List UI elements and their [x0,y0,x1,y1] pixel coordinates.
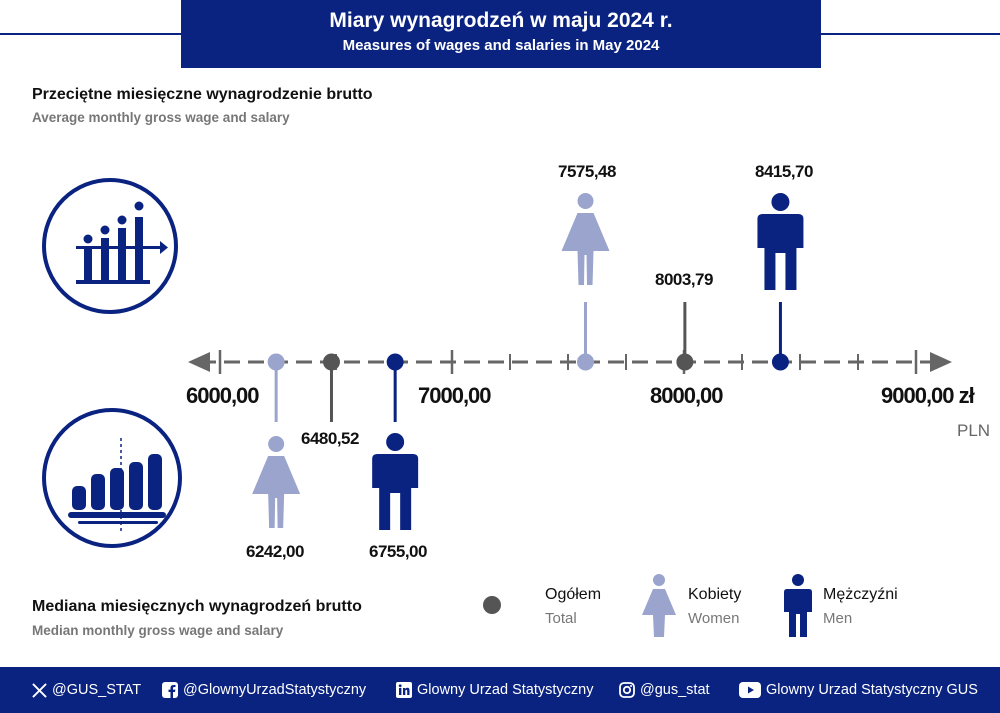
tick-label-8000: 8000,00 [650,383,724,408]
legend-women-label: Kobiety [688,586,742,603]
avg-men-dot [771,353,789,371]
tick-label-7000: 7000,00 [418,383,492,408]
footer-link-instagram[interactable]: @gus_stat [619,667,710,713]
axis-arrow-left [188,352,210,372]
footer-facebook-label: @GlownyUrzadStatystyczny [183,682,367,698]
median-total-dot [322,353,340,371]
median-women-figure [252,436,301,528]
average-chart-icon [42,178,178,314]
average-section-subtitle: Average monthly gross wage and salary [32,110,290,125]
axis-arrow-right [930,352,952,372]
median-men-dot [386,353,404,371]
median-total-value: 6480,52 [301,429,359,448]
legend-total-sub: Total [545,610,577,627]
avg-men-figure [757,193,804,290]
unit-label: PLN [957,421,991,440]
legend-total-label: Ogółem [545,586,602,603]
instagram-icon [619,682,635,699]
footer-link-youtube[interactable]: Glowny Urzad Statystyczny GUS [739,667,978,713]
median-section-subtitle: Median monthly gross wage and salary [32,623,284,638]
avg-women-value: 7575,48 [558,162,616,181]
median-men-figure [372,433,419,530]
footer-linkedin-label: Glowny Urzad Statystyczny [417,682,594,698]
median-section-title: Mediana miesięcznych wynagrodzeń brutto [32,598,362,615]
x-icon [32,682,47,698]
median-chart-icon [42,408,182,548]
footer-bar: @GUS_STAT @GlownyUrzadStatystyczny Glown… [0,667,1000,713]
avg-women-figure [561,193,610,285]
tick-label-9000: 9000,00 zł [881,383,975,408]
legend-women-sub: Women [688,610,740,627]
footer-instagram-label: @gus_stat [640,682,710,698]
median-men-value: 6755,00 [369,542,427,561]
legend-men-sub: Men [823,610,853,627]
footer-link-x[interactable]: @GUS_STAT [32,667,141,713]
avg-women-dot [577,353,595,371]
footer-youtube-label: Glowny Urzad Statystyczny GUS [766,682,978,698]
avg-total-dot [676,353,694,371]
tick-label-6000: 6000,00 [186,383,260,408]
legend-men-label: Mężczyźni [823,586,898,603]
header-banner: Miary wynagrodzeń w maju 2024 r. Measure… [181,0,821,68]
footer-x-label: @GUS_STAT [52,682,142,698]
linkedin-icon [396,682,412,699]
footer-link-facebook[interactable]: @GlownyUrzadStatystyczny [162,667,366,713]
footer-link-linkedin[interactable]: Glowny Urzad Statystyczny [396,667,593,713]
avg-men-value: 8415,70 [755,162,813,181]
page-subtitle: Measures of wages and salaries in May 20… [342,37,660,54]
avg-total-value: 8003,79 [655,270,713,289]
median-women-value: 6242,00 [246,542,304,561]
facebook-icon [162,682,178,699]
median-women-dot [267,353,285,371]
youtube-icon [739,682,761,699]
page-title: Miary wynagrodzeń w maju 2024 r. [329,9,673,32]
average-section-title: Przeciętne miesięczne wynagrodzenie brut… [32,86,373,103]
